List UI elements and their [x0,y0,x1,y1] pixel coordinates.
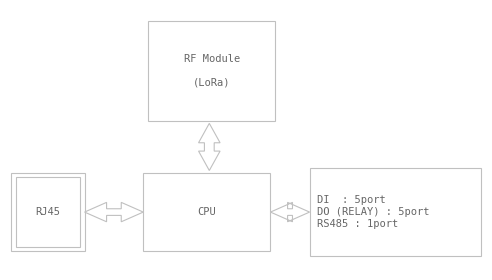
Bar [148,21,276,121]
Polygon shape [85,202,143,222]
Text: DI  : 5port
DO (RELAY) : 5port
RS485 : 1port: DI : 5port DO (RELAY) : 5port RS485 : 1p… [317,195,430,229]
Bar [143,173,271,251]
Polygon shape [199,123,220,171]
Polygon shape [271,202,309,222]
Text: RF Module

(LoRa): RF Module (LoRa) [184,54,240,87]
Text: RJ45: RJ45 [35,207,61,217]
Bar [11,173,85,251]
Bar [16,178,80,247]
Text: CPU: CPU [197,207,216,217]
Bar [309,168,481,256]
